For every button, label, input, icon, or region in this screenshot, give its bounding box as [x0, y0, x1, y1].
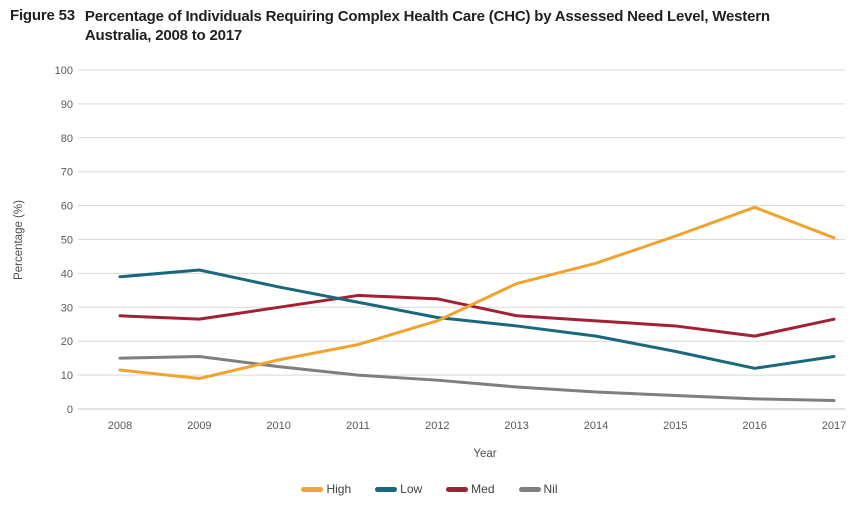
legend-label: Med	[471, 482, 495, 496]
y-tick-label: 40	[61, 268, 73, 280]
figure-header: Figure 53 Percentage of Individuals Requ…	[10, 7, 785, 45]
y-tick-label: 20	[61, 336, 73, 348]
chart-legend: High Low Med Nil	[0, 478, 859, 500]
x-tick-label: 2013	[504, 420, 528, 432]
legend-label: Low	[400, 482, 423, 496]
legend-item-nil: Nil	[518, 482, 558, 496]
x-tick-label: 2016	[742, 420, 766, 432]
y-tick-label: 10	[61, 370, 73, 382]
x-tick-label: 2008	[108, 420, 132, 432]
x-tick-labels-group: 2008 2009 2010 2011 2012 2013 2014 2015 2016 2017	[108, 420, 846, 432]
y-tick-label: 50	[61, 235, 73, 247]
series-line-low	[118, 268, 836, 370]
legend-item-med: Med	[446, 482, 495, 496]
legend-swatch-nil	[518, 486, 541, 492]
figure-title: Percentage of Individuals Requiring Comp…	[84, 8, 770, 45]
legend-swatch-high	[301, 486, 324, 492]
x-tick-label: 2009	[187, 420, 211, 432]
x-tick-label: 2014	[584, 420, 608, 432]
y-tick-labels-group: 0 10 20 30 40 50 60 70 80 90 100	[55, 65, 73, 416]
y-tick-label: 30	[61, 302, 73, 314]
legend-swatch-low	[375, 486, 398, 492]
figure-number-label: Figure 53	[10, 7, 75, 24]
legend-item-high: High	[301, 482, 351, 496]
y-tick-label: 90	[61, 99, 73, 111]
legend-label: High	[326, 482, 352, 496]
x-tick-label: 2011	[346, 420, 370, 432]
legend-swatch-med	[446, 486, 469, 492]
x-tick-label: 2015	[663, 420, 687, 432]
gridlines-group	[78, 69, 845, 410]
y-tick-label: 80	[61, 133, 73, 145]
y-tick-label: 100	[55, 65, 73, 77]
x-tick-label: 2010	[266, 420, 290, 432]
series-line-nil	[118, 354, 836, 403]
legend-label: Nil	[543, 482, 558, 496]
x-tick-label: 2012	[425, 420, 449, 432]
y-tick-label: 60	[61, 201, 73, 213]
series-lines-group	[118, 205, 836, 403]
x-axis-title: Year	[473, 448, 496, 460]
series-line-high	[118, 205, 836, 380]
series-line-med	[118, 293, 836, 338]
x-tick-label: 2017	[822, 420, 846, 432]
y-axis-title: Percentage (%)	[13, 200, 25, 280]
y-tick-label: 70	[61, 167, 73, 179]
y-tick-label: 0	[67, 404, 73, 416]
legend-item-low: Low	[375, 482, 422, 496]
